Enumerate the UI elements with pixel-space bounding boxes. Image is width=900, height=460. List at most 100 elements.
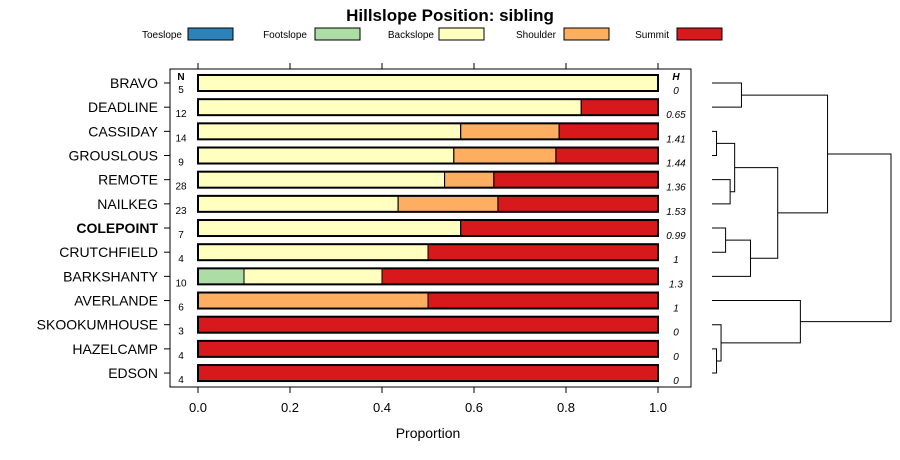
row-n-value: 12: [175, 109, 187, 120]
bar-segment-backslope: [198, 75, 658, 91]
bar-segment-summit: [559, 123, 658, 140]
bar-segment-backslope: [198, 220, 461, 237]
legend-label-toeslope: Toeslope: [142, 30, 182, 41]
legend-swatch-backslope: [438, 27, 485, 41]
legend-label-footslope: Footslope: [263, 30, 307, 41]
bar-outline: [197, 194, 659, 213]
row-label: SKOOKUMHOUSE: [37, 317, 158, 333]
dendrogram-branch: [712, 227, 727, 253]
x-tick-label: 1.0: [649, 400, 667, 415]
row-h-value: 0: [673, 376, 679, 387]
dendrogram-branch: [712, 300, 801, 344]
bar-segment-shoulder: [460, 123, 560, 140]
row-label: AVERLANDE: [74, 293, 158, 309]
row-label: NAILKEG: [97, 196, 158, 212]
row-label: GROUSLOUS: [69, 148, 158, 164]
dendrogram-branch: [734, 167, 779, 259]
bar-segment-shoulder: [398, 195, 498, 212]
row-n-value: 7: [178, 230, 184, 241]
x-tick-label: 0.0: [189, 400, 207, 415]
row-edson: EDSON 4 0: [108, 364, 679, 387]
bar-segment-backslope: [198, 244, 428, 261]
x-tick-label: 0.6: [465, 400, 483, 415]
bar-outline: [197, 291, 659, 310]
legend-label-summit: Summit: [635, 30, 669, 41]
row-label: BARKSHANTY: [63, 268, 159, 284]
bar-segment-backslope: [198, 123, 461, 140]
row-label: BRAVO: [110, 75, 158, 91]
row-averlande: AVERLANDE 6 1: [74, 291, 679, 315]
row-h-value: 0.99: [666, 231, 686, 242]
bar-segment-shoulder: [444, 171, 494, 188]
row-h-value: 1.3: [669, 279, 683, 290]
row-label: DEADLINE: [88, 99, 158, 115]
row-h-value: 1: [673, 304, 679, 315]
row-cassiday: CASSIDAY 14 1.41: [88, 122, 686, 145]
bar-segment-backslope: [198, 147, 454, 164]
bar-segment-backslope: [198, 99, 582, 116]
bar-segment-summit: [581, 99, 658, 116]
bar-outline: [197, 364, 659, 383]
bar-segment-summit: [198, 316, 658, 333]
row-remote: REMOTE 28 1.36: [98, 170, 686, 194]
row-n-value: 6: [178, 303, 184, 314]
row-label: CASSIDAY: [88, 123, 158, 139]
bar-segment-summit: [497, 195, 658, 212]
row-barkshanty: BARKSHANTY 10 1.3: [63, 267, 683, 290]
row-n-value: 4: [178, 351, 184, 362]
bar-segment-summit: [555, 147, 658, 164]
row-n-value: 10: [175, 278, 187, 289]
legend-label-backslope: Backslope: [388, 30, 435, 41]
bar-segment-shoulder: [453, 147, 556, 164]
row-colepoint: COLEPOINT 7 0.99: [76, 219, 686, 242]
legend-swatch-shoulder: [563, 27, 610, 41]
row-crutchfield: CRUTCHFIELD 4 1: [59, 243, 679, 266]
bar-segment-shoulder: [198, 292, 428, 309]
bar-segment-summit: [493, 171, 658, 188]
x-tick-label: 0.2: [281, 400, 299, 415]
bar-outline: [197, 267, 659, 286]
legend-swatch-toeslope: [187, 27, 234, 41]
dendrogram-branch: [800, 153, 892, 323]
row-n-value: 4: [178, 375, 184, 386]
row-label: REMOTE: [98, 172, 158, 188]
bar-segment-summit: [460, 220, 658, 237]
dendrogram-branch: [716, 142, 736, 193]
x-tick-label: 0.4: [373, 400, 391, 415]
bar-segment-summit: [428, 244, 658, 261]
bar-segment-summit: [198, 340, 658, 357]
bar-segment-summit: [382, 268, 658, 285]
row-h-value: 0: [673, 328, 679, 339]
bar-outline: [197, 339, 659, 358]
bar-outline: [197, 315, 659, 334]
bar-segment-backslope: [198, 171, 445, 188]
row-h-value: 1.44: [666, 159, 686, 170]
h-header: H: [672, 72, 680, 83]
row-n-value: 23: [175, 206, 187, 217]
row-label: CRUTCHFIELD: [59, 244, 158, 260]
row-nailkeg: NAILKEG 23 1.53: [97, 194, 686, 218]
legend-swatch-footslope: [314, 27, 361, 41]
dendrogram-branch: [712, 179, 731, 205]
row-h-value: 1.41: [666, 134, 685, 145]
bar-outline: [197, 243, 659, 262]
bar-segment-summit: [198, 365, 658, 382]
dendrogram-branch: [712, 239, 752, 277]
x-tick-label: 0.8: [557, 400, 575, 415]
dendrogram-branch: [712, 348, 718, 374]
row-h-value: 1: [673, 255, 679, 266]
row-n-value: 14: [175, 133, 187, 144]
row-h-value: 1.36: [666, 183, 686, 194]
bar-outline: [197, 98, 659, 117]
row-n-value: 5: [178, 85, 184, 96]
row-hazelcamp: HAZELCAMP 4 0: [72, 339, 679, 363]
bar-outline: [197, 219, 659, 238]
bar-segment-backslope: [244, 268, 382, 285]
legend-swatch-summit: [676, 27, 723, 41]
row-skookumhouse: SKOOKUMHOUSE 3 0: [37, 315, 679, 339]
bar-outline: [197, 146, 659, 165]
bar-outline: [197, 122, 659, 141]
axes: 0.0 0.2 0.4 0.6 0.8 1.0 N H: [177, 63, 680, 415]
